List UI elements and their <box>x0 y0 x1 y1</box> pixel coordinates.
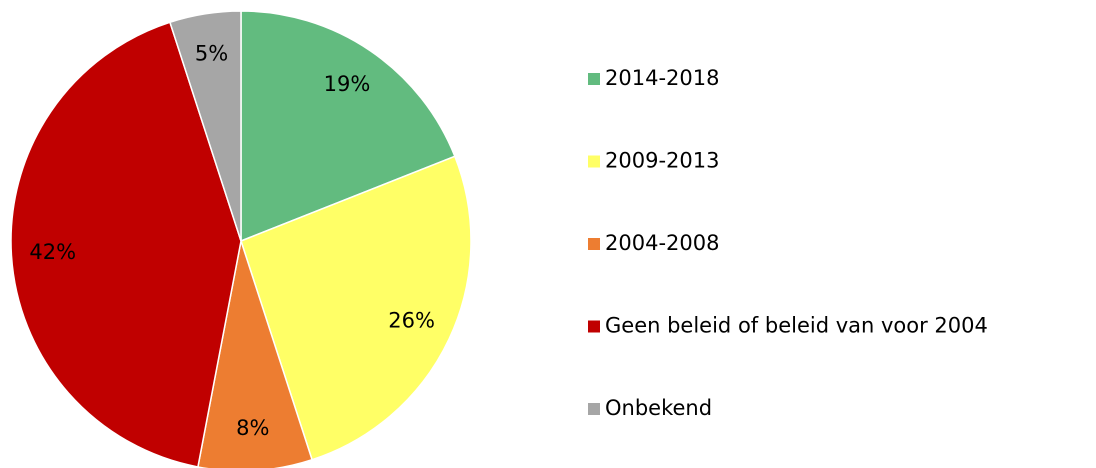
pie-slice <box>168 10 242 242</box>
legend-label: Geen beleid of beleid van voor 2004 <box>605 314 988 338</box>
legend-swatch <box>588 155 600 168</box>
legend-label: Onbekend <box>605 396 712 420</box>
legend-label: 2004-2008 <box>605 231 719 255</box>
slice-label: 42% <box>29 240 76 264</box>
pie-slice <box>240 155 472 461</box>
legend-swatch <box>588 73 600 85</box>
slice-label: 26% <box>388 308 435 332</box>
legend-label: 2014-2018 <box>605 66 719 90</box>
pie-slice <box>240 10 456 243</box>
pie-slice <box>10 21 242 468</box>
legend-swatch <box>588 238 600 250</box>
legend-swatch <box>588 320 600 333</box>
legend-label: 2009-2013 <box>605 149 719 173</box>
slice-label: 8% <box>236 416 269 440</box>
slice-label: 5% <box>195 42 228 66</box>
slice-label: 19% <box>324 72 371 96</box>
legend-swatch <box>588 403 600 415</box>
